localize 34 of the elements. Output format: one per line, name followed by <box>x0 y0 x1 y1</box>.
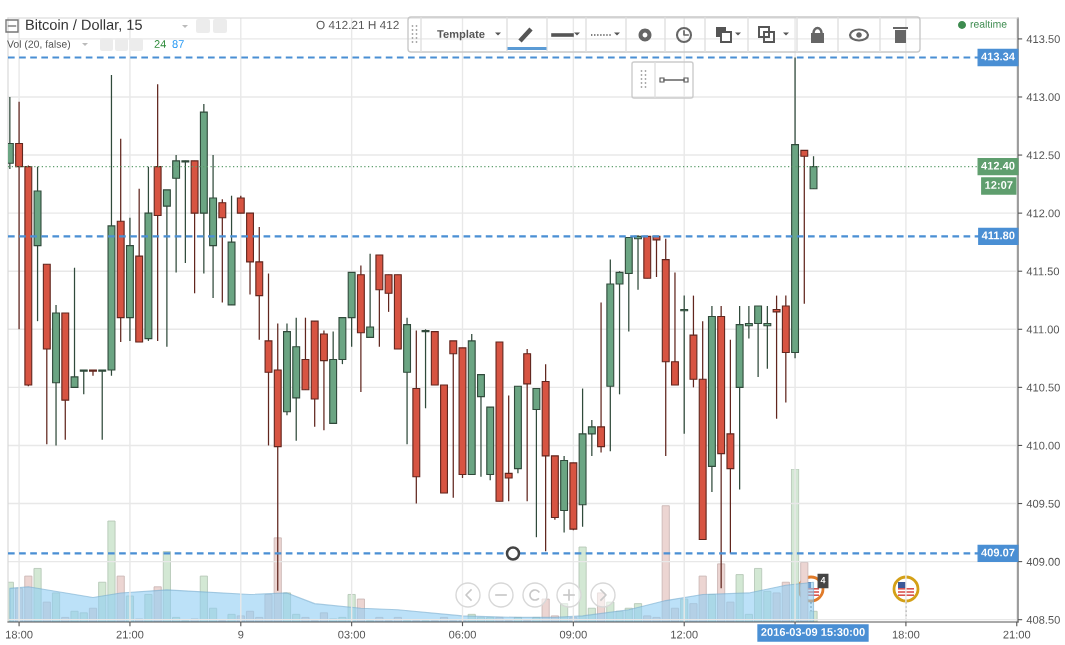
text: 2016-03-09 15:30:00 <box>761 628 865 636</box>
y-tick-label: 412.50 <box>1026 151 1060 160</box>
annotation: Template <box>437 29 485 41</box>
y-tick-label: 413.00 <box>1026 93 1060 102</box>
ref-line-label: 413.34 <box>981 52 1015 61</box>
y-tick-label: 413.50 <box>1026 35 1060 44</box>
chart-title: Bitcoin / Dollar, 15 <box>26 19 142 32</box>
y-tick-label: 408.50 <box>1026 615 1060 624</box>
x-tick-label: 09:00 <box>559 630 587 639</box>
annotation: O 412.21 H 412 <box>316 20 399 30</box>
annotation: Vol (20, false) <box>7 40 71 50</box>
x-tick-label: 9 <box>238 630 244 639</box>
x-tick-label: 18:00 <box>892 630 920 639</box>
ref-line-label: 411.80 <box>981 231 1015 240</box>
annotation: 12:07 <box>985 181 1013 189</box>
ref-line-label: 409.07 <box>981 548 1015 557</box>
y-tick-label: 410.50 <box>1026 383 1060 392</box>
x-tick-label: 12:00 <box>671 630 698 639</box>
y-tick-label: 409.50 <box>1026 499 1060 508</box>
x-tick-label: 03:00 <box>338 630 366 639</box>
annotation: 4 <box>820 577 826 584</box>
annotation: realtime <box>970 20 1007 28</box>
ref-line-label: 412.40 <box>981 161 1015 170</box>
y-tick-label: 409.00 <box>1026 557 1060 566</box>
x-tick-label: 18:00 <box>6 630 33 639</box>
y-tick-label: 410.00 <box>1026 441 1060 450</box>
x-tick-label: 21:00 <box>116 630 144 639</box>
y-tick-label: 411.00 <box>1026 325 1060 334</box>
annotation: 87 <box>172 40 184 48</box>
y-tick-label: 411.50 <box>1026 267 1060 276</box>
x-tick-label: 06:00 <box>449 630 476 639</box>
x-tick-label: 21:00 <box>1003 630 1031 639</box>
y-tick-label: 412.00 <box>1026 209 1060 218</box>
annotation: 24 <box>154 40 167 48</box>
